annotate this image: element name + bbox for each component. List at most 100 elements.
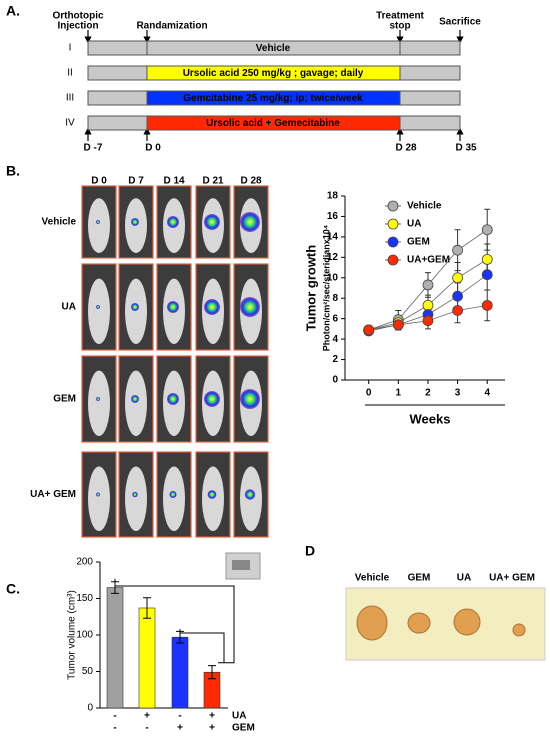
mouse-body [88,466,110,532]
data-point [481,253,493,265]
data-point [452,305,463,316]
treatment-bar [146,115,401,131]
data-point [481,299,493,311]
day-label: D 0 [145,143,161,154]
data-point [481,269,493,281]
signal [131,303,139,311]
y-tick-label: 8 [332,293,338,304]
y-tick-label: 16 [327,211,339,222]
row-roman: III [66,93,74,104]
event-label: Orthotopic [52,11,104,22]
y-tick-label: 6 [332,313,338,324]
day-label: D 35 [455,143,477,154]
photo-label: Vehicle [355,573,390,584]
row-label: UA [62,302,76,313]
row-roman: I [69,43,72,54]
mouse-body [88,370,110,436]
sign: + [177,723,183,734]
signal [240,212,260,232]
bar [106,587,124,709]
signal [204,299,220,315]
signal [240,389,260,409]
y-tick-label: 0 [332,375,338,386]
treatment-label: Gemcitabine 25 mg/kg; ip; twice/week [183,93,363,104]
treatment-bar [146,90,401,106]
sign: - [178,711,181,722]
tumor-photo [345,587,546,661]
row-label: Vehicle [42,217,77,228]
tumor [512,623,526,637]
data-point [392,319,404,331]
column-label: D 7 [128,176,144,187]
panel-label: D [305,543,315,559]
tumor [453,608,481,636]
sign: + [209,723,215,734]
photo-label: GEM [408,573,431,584]
signal [96,397,100,401]
signal [96,220,100,224]
legend-label: GEM [407,237,430,248]
event-label: Randamization [136,21,207,32]
column-label: D 0 [91,176,107,187]
column-label: D 28 [240,176,262,187]
treatment-label: Vehicle [256,43,291,54]
sign-row-label: UA [232,711,246,722]
y-tick-label: 150 [76,593,93,604]
sign-row-label: GEM [232,723,255,734]
day-label: D 28 [395,143,417,154]
panel-label: C. [6,581,20,597]
x-tick-label: 2 [425,388,431,399]
row-label: UA+ GEM [30,489,76,500]
inset-photo-detail [232,560,250,570]
x-tick-label: 4 [484,388,490,399]
data-point [363,324,375,336]
legend-marker [387,236,399,248]
data-point [452,290,463,302]
mouse-body [88,278,110,344]
column-label: D 14 [163,176,185,187]
legend-marker [387,218,399,230]
event-label: Treatment [376,11,424,22]
sign: - [113,723,116,734]
y-tick-label: 4 [332,334,338,345]
event-label: Sacrifice [439,17,481,28]
y-tick-label: 12 [327,252,339,263]
treatment-label: Ursolic acid + Gemecitabine [206,118,340,129]
error-bar [143,597,151,619]
sign: - [113,711,116,722]
y-tick-label: 0 [87,703,93,714]
sign: - [145,723,148,734]
y-tick-label: 14 [327,232,339,243]
signal [167,216,179,228]
legend-label: Vehicle [407,201,442,212]
sign: + [144,711,150,722]
bar [138,607,156,709]
data-point [452,272,463,284]
x-axis-label: Weeks [410,411,451,426]
y-tick-label: 18 [327,191,339,202]
data-point [481,224,493,236]
sign: + [209,711,215,722]
event-label: Injection [57,21,98,32]
signal [204,214,220,230]
y-axis-label: Photon/cm²/sec/steridianx10⁴ [321,225,331,352]
data-point [422,279,434,291]
mouse-body [125,466,147,532]
legend-marker [387,254,399,266]
data-point [422,299,434,311]
data-point [452,244,463,256]
y-tick-label: 100 [76,630,93,641]
photo-label: UA [457,573,471,584]
signal [96,492,100,497]
x-tick-label: 3 [455,388,461,399]
signal [131,395,139,403]
row-roman: IV [65,118,75,129]
y-axis-label: Tumor growth [303,245,318,331]
mouse-body [163,466,185,532]
legend-label: UA [407,219,421,230]
tumor [356,605,388,641]
signal [96,305,100,309]
tumor [407,612,431,634]
signal [240,297,260,317]
